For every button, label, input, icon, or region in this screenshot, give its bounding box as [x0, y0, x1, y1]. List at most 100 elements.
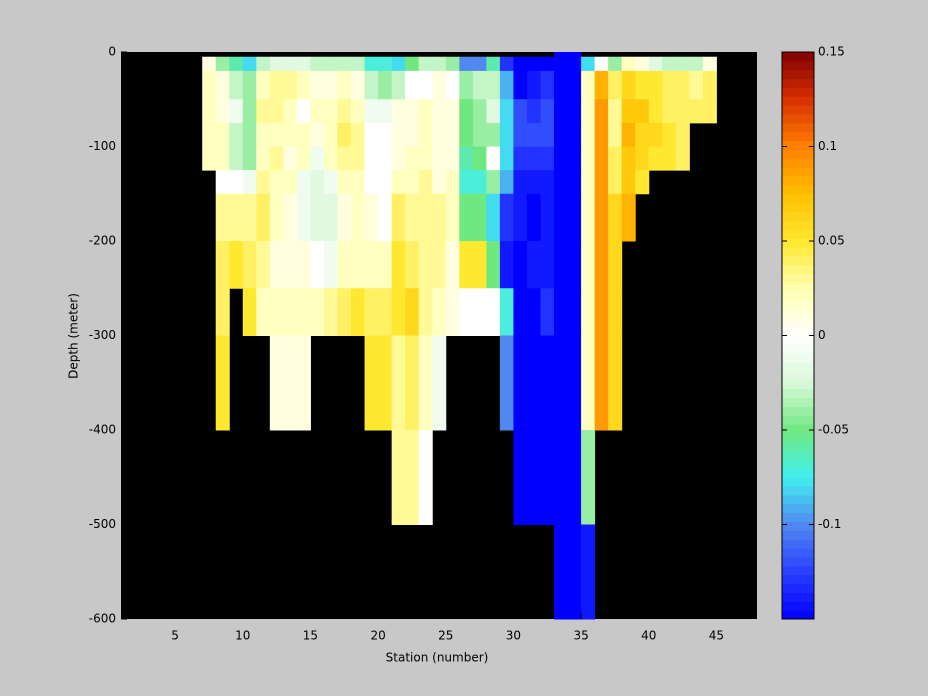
cell	[418, 70, 433, 100]
cell	[337, 241, 352, 289]
cell	[269, 99, 284, 124]
cell	[337, 146, 352, 171]
cell	[215, 70, 230, 100]
cell	[567, 193, 582, 242]
cell	[540, 70, 555, 100]
cell	[567, 241, 582, 289]
cell	[229, 122, 244, 147]
cell	[581, 70, 596, 100]
cell	[608, 99, 623, 124]
cell	[215, 241, 230, 289]
cell	[608, 241, 623, 289]
cell	[296, 146, 311, 171]
cell	[581, 146, 596, 171]
cell	[310, 70, 325, 100]
cell	[351, 170, 366, 195]
cell	[540, 288, 555, 336]
cell	[594, 70, 609, 100]
cell	[675, 70, 690, 100]
colorbar-band	[782, 468, 814, 478]
cell	[635, 99, 650, 124]
cell	[405, 430, 420, 525]
colorbar-band	[782, 167, 814, 177]
cell	[567, 52, 582, 58]
cell	[581, 170, 596, 195]
cell	[554, 99, 569, 124]
cell	[459, 122, 474, 147]
colorbar-band	[782, 601, 814, 611]
cell	[269, 146, 284, 171]
y-tick-label: 0	[108, 45, 116, 59]
cell	[581, 56, 596, 72]
cell	[635, 70, 650, 100]
cell	[499, 170, 514, 195]
cell	[283, 241, 298, 289]
colorbar-band	[782, 521, 814, 531]
cell	[608, 288, 623, 336]
colorbar-band	[782, 556, 814, 567]
cell	[242, 70, 257, 100]
cell	[296, 288, 311, 336]
colorbar-band	[782, 432, 814, 443]
cell	[242, 288, 257, 336]
cell	[378, 70, 393, 100]
cell	[269, 56, 284, 72]
colorbar-band	[782, 264, 814, 274]
colorbar-band	[782, 503, 814, 514]
cell	[540, 56, 555, 72]
cell	[323, 288, 339, 336]
colorbar-band	[782, 255, 814, 266]
cell	[445, 170, 460, 195]
cell	[418, 288, 433, 336]
colorbar-band	[782, 610, 814, 620]
cell	[540, 99, 555, 124]
cell	[554, 241, 569, 289]
cell	[608, 193, 623, 242]
colorbar-tick-label: -0.1	[818, 517, 841, 531]
colorbar-band	[782, 530, 814, 540]
cell	[567, 335, 582, 431]
cell	[378, 56, 393, 72]
y-tick-label: -300	[89, 328, 116, 342]
cell	[459, 170, 474, 195]
cell	[581, 335, 596, 431]
cell	[472, 99, 487, 124]
colorbar-band	[782, 344, 814, 354]
colorbar-band	[782, 282, 814, 292]
cell	[702, 70, 717, 100]
cell	[391, 288, 406, 336]
y-tick-label: -500	[89, 517, 116, 531]
colorbar-band	[782, 494, 814, 505]
cell	[472, 146, 487, 171]
cell	[526, 70, 541, 100]
cell	[242, 99, 257, 124]
cell	[567, 122, 582, 147]
colorbar-band	[782, 193, 814, 204]
cell	[296, 170, 311, 195]
cell	[635, 146, 650, 171]
cell	[608, 146, 623, 171]
colorbar-band	[782, 238, 814, 248]
cell	[581, 288, 596, 336]
cell	[337, 170, 352, 195]
cell	[351, 241, 366, 289]
cell	[242, 170, 257, 195]
cell	[675, 56, 690, 72]
cell	[418, 122, 433, 147]
cell	[364, 99, 379, 124]
cell	[215, 193, 230, 242]
cell	[202, 146, 217, 171]
cell	[459, 99, 474, 124]
cell	[256, 122, 271, 147]
cell	[608, 122, 623, 147]
cell	[364, 56, 379, 72]
cell	[689, 99, 704, 124]
cell	[554, 193, 569, 242]
cell	[513, 288, 528, 336]
colorbar-band	[782, 229, 814, 239]
colorbar-band	[782, 583, 814, 593]
cell	[378, 146, 393, 171]
cell	[418, 99, 433, 124]
cell	[526, 288, 541, 336]
